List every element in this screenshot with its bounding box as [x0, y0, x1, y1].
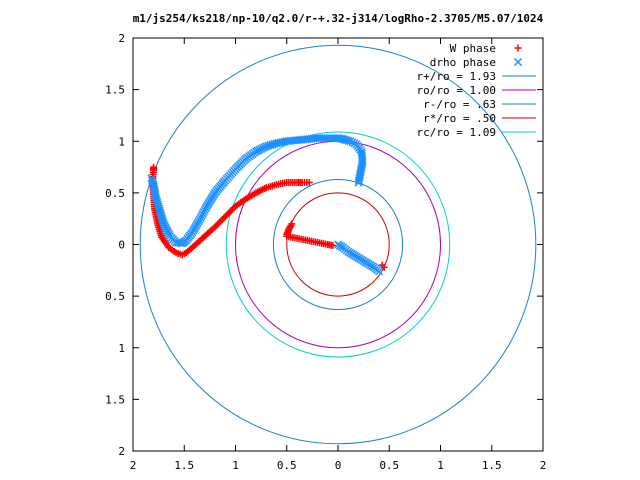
x-tick-label: 1.5 — [174, 459, 194, 472]
legend-marker — [513, 57, 523, 67]
axis-ticks: 2 1.5 1 0.5 0 0.5 1 1.5 221.510.500.511.52 — [105, 32, 546, 472]
drho-phase-point — [374, 267, 384, 276]
y-tick-label: 0 — [118, 239, 125, 252]
legend-marker — [514, 44, 522, 52]
w-phase-point — [150, 163, 157, 171]
y-tick-label: 1 — [118, 135, 125, 148]
x-tick-label: 0.5 — [277, 459, 297, 472]
drho-phase-point — [147, 174, 156, 183]
w-phase-point — [380, 263, 388, 271]
chart-title: m1/js254/ks218/np-10/q2.0/r-+.32-j314/lo… — [133, 12, 544, 25]
data-points — [147, 134, 388, 276]
x-tick-label: 0.5 — [379, 459, 399, 472]
x-tick-label: 1 — [437, 459, 444, 472]
legend-label: drho phase — [430, 56, 496, 69]
circle-curve — [286, 192, 390, 297]
x-tick-label: 1.5 — [482, 459, 502, 472]
x-tick-label: 2 — [540, 459, 547, 472]
y-tick-label: 2 — [118, 32, 125, 45]
y-tick-label: 0.5 — [105, 290, 125, 303]
y-tick-label: 1.5 — [105, 393, 125, 406]
y-tick-label: 0.5 — [105, 187, 125, 200]
circle-curve — [225, 131, 451, 358]
y-tick-label: 2 — [118, 445, 125, 458]
legend-label: r-/ro = .63 — [423, 98, 496, 111]
legend-label: r*/ro = .50 — [423, 112, 496, 125]
circle-curve — [272, 178, 404, 311]
legend-label: W phase — [450, 42, 496, 55]
x-tick-label: 0 — [335, 459, 342, 472]
legend-label: r+/ro = 1.93 — [417, 70, 496, 83]
legend-label: ro/ro = 1.00 — [417, 84, 496, 97]
y-tick-label: 1.5 — [105, 84, 125, 97]
w-phase-point — [329, 242, 337, 250]
drho-phase-point — [148, 176, 157, 185]
x-tick-label: 2 — [130, 459, 137, 472]
legend-label: rc/ro = 1.09 — [417, 126, 496, 139]
circle-curve — [139, 44, 537, 445]
x-tick-label: 1 — [232, 459, 239, 472]
y-tick-label: 1 — [118, 342, 125, 355]
